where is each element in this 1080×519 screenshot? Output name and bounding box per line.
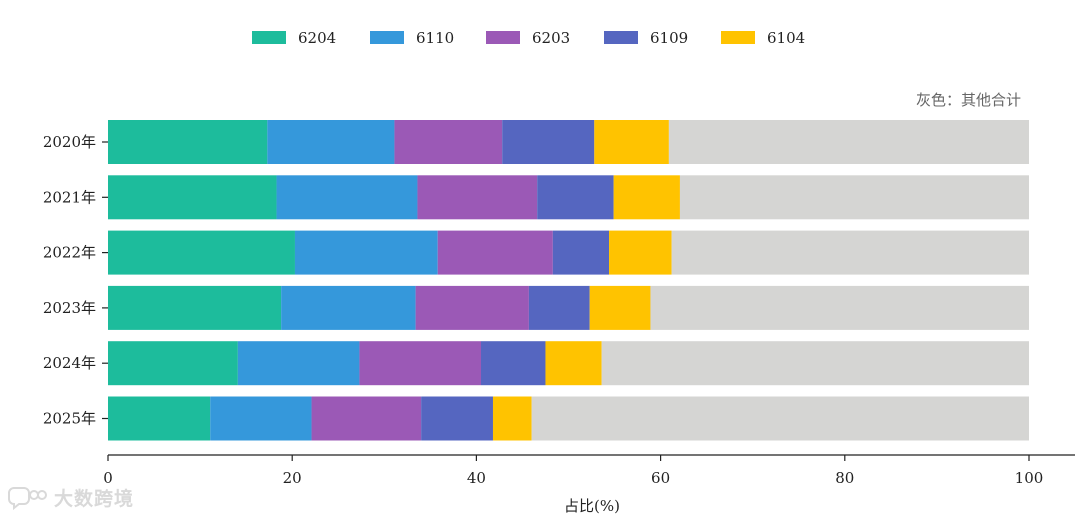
bar-6104-2023年 <box>589 285 651 330</box>
bar-other-2021年 <box>679 175 1029 220</box>
bars <box>108 120 1029 441</box>
bar-6203-2022年 <box>437 230 553 275</box>
y-tick-label-2020年: 2020年 <box>43 133 96 151</box>
bar-6110-2023年 <box>281 285 416 330</box>
bar-6109-2021年 <box>537 175 614 220</box>
x-tick-label-20: 20 <box>283 469 302 487</box>
legend-label-6203: 6203 <box>532 29 570 47</box>
bar-6203-2024年 <box>359 341 482 386</box>
legend: 6204 6110 6203 6109 6104 <box>252 29 805 47</box>
x-tick-label-60: 60 <box>651 469 670 487</box>
y-tick-label-2022年: 2022年 <box>43 244 96 262</box>
bar-6203-2023年 <box>415 285 529 330</box>
bar-6204-2020年 <box>108 120 268 164</box>
bar-6110-2024年 <box>237 341 360 386</box>
y-axis: 2020年 2021年 2022年 2023年 2024年 2025年 <box>43 133 108 428</box>
bar-other-2024年 <box>601 341 1029 386</box>
legend-swatch-6109 <box>604 31 638 44</box>
bar-other-2025年 <box>531 396 1029 441</box>
bar-6110-2020年 <box>267 120 395 164</box>
bar-6204-2021年 <box>108 175 277 220</box>
legend-label-6104: 6104 <box>767 29 805 47</box>
bar-6204-2024年 <box>108 341 238 386</box>
bar-other-2023年 <box>650 285 1029 330</box>
y-tick-label-2024年: 2024年 <box>43 354 96 372</box>
bar-6109-2024年 <box>481 341 546 386</box>
bar-6109-2022年 <box>552 230 610 275</box>
x-tick-label-40: 40 <box>467 469 486 487</box>
bar-6204-2025年 <box>108 396 211 441</box>
bar-6104-2024年 <box>545 341 602 386</box>
x-axis-label: 占比(%) <box>564 497 620 515</box>
chat-bubble-icon <box>8 486 47 510</box>
bar-6203-2021年 <box>417 175 538 220</box>
bar-6109-2025年 <box>421 396 493 441</box>
bar-6110-2021年 <box>276 175 418 220</box>
legend-swatch-6104 <box>721 31 755 44</box>
y-tick-label-2023年: 2023年 <box>43 299 96 317</box>
bar-6109-2020年 <box>502 120 595 164</box>
legend-swatch-6204 <box>252 31 286 44</box>
legend-label-6110: 6110 <box>416 29 454 47</box>
y-tick-label-2025年: 2025年 <box>43 410 96 428</box>
bar-6204-2022年 <box>108 230 295 275</box>
bar-6104-2025年 <box>492 396 532 441</box>
bar-6109-2023年 <box>528 285 590 330</box>
legend-label-6109: 6109 <box>650 29 688 47</box>
bar-6104-2022年 <box>609 230 672 275</box>
note-text: 灰色：其他合计 <box>916 91 1021 109</box>
bar-6203-2020年 <box>394 120 503 164</box>
legend-swatch-6110 <box>370 31 404 44</box>
legend-label-6204: 6204 <box>298 29 336 47</box>
bar-6110-2022年 <box>294 230 438 275</box>
legend-swatch-6203 <box>486 31 520 44</box>
bar-6204-2023年 <box>108 285 282 330</box>
x-tick-label-0: 0 <box>103 469 113 487</box>
bar-6104-2021年 <box>613 175 680 220</box>
watermark-text: 大数跨境 <box>54 488 135 510</box>
y-tick-label-2021年: 2021年 <box>43 188 96 206</box>
x-axis: 0 20 40 60 80 100 <box>103 454 1075 487</box>
bar-other-2022年 <box>671 230 1029 275</box>
x-tick-label-100: 100 <box>1015 469 1044 487</box>
watermark: 大数跨境 <box>8 484 134 511</box>
bar-other-2020年 <box>668 120 1029 164</box>
bar-6104-2020年 <box>594 120 669 164</box>
bar-6110-2025年 <box>210 396 312 441</box>
x-tick-label-80: 80 <box>835 469 854 487</box>
bar-6203-2025年 <box>311 396 422 441</box>
